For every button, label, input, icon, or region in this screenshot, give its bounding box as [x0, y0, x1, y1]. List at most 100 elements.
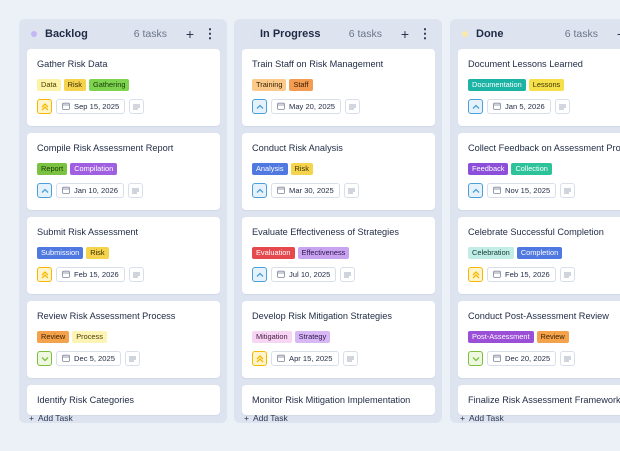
lines-icon[interactable] — [340, 267, 356, 282]
tag-badge: Risk — [86, 247, 109, 259]
priority-urgent-icon[interactable] — [252, 351, 267, 366]
due-date[interactable]: Jul 10, 2025 — [271, 267, 337, 282]
tag-list: Mitigation Strategy — [252, 331, 425, 343]
task-card[interactable]: Monitor Risk Mitigation Implementation — [242, 385, 435, 415]
card-title: Evaluate Effectiveness of Strategies — [252, 227, 399, 237]
tag-badge: Staff — [289, 79, 313, 91]
due-date[interactable]: May 20, 2025 — [271, 99, 342, 114]
card-title: Train Staff on Risk Management — [252, 59, 384, 69]
column-backlog: Backlog 6 tasks + ⋮ Gather Risk Data Data Risk… — [19, 19, 227, 423]
lines-icon[interactable] — [554, 99, 570, 114]
tag-list: Report Compilation — [37, 163, 210, 175]
task-card[interactable]: Identify Risk Categories — [27, 385, 220, 415]
status-dot-icon — [246, 31, 252, 37]
lines-icon[interactable] — [559, 267, 575, 282]
priority-high-icon[interactable] — [468, 99, 483, 114]
tag-badge: Review — [37, 331, 70, 343]
tag-badge: Mitigation — [252, 331, 292, 343]
tag-badge: Post-Assessment — [468, 331, 534, 343]
lines-icon[interactable] — [560, 351, 576, 366]
column-header: In Progress 6 tasks + ⋮ — [234, 19, 442, 49]
task-card[interactable]: Develop Risk Mitigation Strategies Mitiga… — [242, 301, 435, 378]
vertical-dots-icon[interactable]: ⋮ — [203, 26, 217, 41]
calendar-icon — [277, 354, 285, 364]
tag-list: Training Staff — [252, 79, 425, 91]
priority-high-icon[interactable] — [252, 267, 267, 282]
priority-urgent-icon[interactable] — [37, 99, 52, 114]
task-card[interactable]: Conduct Post-Assessment Review Post-Asses… — [458, 301, 620, 378]
plus-icon[interactable]: + — [614, 27, 620, 41]
tag-list: Celebration Completion — [468, 247, 620, 259]
add-task-button[interactable]: + Add Task — [460, 413, 504, 423]
tag-badge: Submission — [37, 247, 84, 259]
plus-icon[interactable]: + — [185, 26, 195, 42]
task-count: 6 tasks — [348, 28, 382, 40]
tag-badge: Documentation — [468, 79, 526, 91]
add-task-button[interactable]: + Add Task — [29, 413, 73, 423]
card-meta: Jan 5, 2026 — [468, 99, 620, 114]
column-title: In Progress — [260, 28, 321, 40]
due-date[interactable]: Feb 15, 2026 — [56, 267, 125, 282]
due-date[interactable]: Apr 15, 2025 — [271, 351, 339, 366]
priority-urgent-icon[interactable] — [468, 267, 483, 282]
tag-list: Data Risk Gathering — [37, 79, 210, 91]
lines-icon[interactable] — [127, 183, 143, 198]
card-meta: Dec 20, 2025 — [468, 351, 620, 366]
lines-icon[interactable] — [128, 267, 144, 282]
lines-icon[interactable] — [129, 99, 145, 114]
due-date-text: Feb 15, 2026 — [74, 270, 119, 279]
vertical-dots-icon[interactable]: ⋮ — [418, 26, 432, 41]
priority-high-icon[interactable] — [37, 183, 52, 198]
due-date[interactable]: Feb 15, 2026 — [487, 267, 556, 282]
tag-badge: Evaluation — [252, 247, 295, 259]
card-title: Collect Feedback on Assessment Process — [468, 143, 620, 153]
plus-icon: + — [29, 413, 34, 423]
lines-icon[interactable] — [124, 351, 140, 366]
task-card[interactable]: Compile Risk Assessment Report Report Comp… — [27, 133, 220, 210]
task-card[interactable]: Review Risk Assessment Process Review Proc… — [27, 301, 220, 378]
due-date[interactable]: Dec 5, 2025 — [56, 351, 121, 366]
add-task-button[interactable]: + Add Task — [244, 413, 288, 423]
due-date[interactable]: Jan 10, 2026 — [56, 183, 124, 198]
task-card[interactable]: Celebrate Successful Completion Celebrati… — [458, 217, 620, 294]
task-card[interactable]: Finalize Risk Assessment Framework — [458, 385, 620, 415]
tag-badge: Strategy — [294, 331, 331, 343]
priority-high-icon[interactable] — [252, 99, 267, 114]
lines-icon[interactable] — [342, 351, 358, 366]
due-date[interactable]: Mar 30, 2025 — [271, 183, 340, 198]
due-date[interactable]: Dec 20, 2025 — [487, 351, 557, 366]
priority-low-icon[interactable] — [37, 351, 52, 366]
priority-urgent-icon[interactable] — [37, 267, 52, 282]
due-date-text: Sep 15, 2025 — [74, 102, 120, 111]
tag-badge: Completion — [516, 247, 563, 259]
due-date[interactable]: Jan 5, 2026 — [487, 99, 551, 114]
due-date[interactable]: Nov 15, 2025 — [487, 183, 557, 198]
due-date[interactable]: Sep 15, 2025 — [56, 99, 126, 114]
priority-high-icon[interactable] — [252, 183, 267, 198]
priority-high-icon[interactable] — [468, 183, 483, 198]
due-date-text: Jan 10, 2026 — [74, 186, 118, 195]
task-card[interactable]: Gather Risk Data Data Risk Gathering Sep 15,… — [27, 49, 220, 126]
lines-icon[interactable] — [343, 183, 359, 198]
plus-icon[interactable]: + — [400, 26, 410, 42]
task-card[interactable]: Document Lessons Learned Documentation Les… — [458, 49, 620, 126]
priority-low-icon[interactable] — [468, 351, 483, 366]
task-card[interactable]: Submit Risk Assessment Submission Risk Feb … — [27, 217, 220, 294]
plus-icon: + — [244, 413, 249, 423]
calendar-icon — [493, 102, 501, 112]
task-card[interactable]: Collect Feedback on Assessment Process Fe… — [458, 133, 620, 210]
column-title: Backlog — [45, 28, 88, 40]
card-title: Identify Risk Categories — [37, 395, 135, 405]
tag-badge: Risk — [290, 163, 313, 175]
task-card[interactable]: Conduct Risk Analysis Analysis Risk Mar 30,… — [242, 133, 435, 210]
lines-icon[interactable] — [345, 99, 361, 114]
task-card[interactable]: Train Staff on Risk Management Training St… — [242, 49, 435, 126]
card-title: Gather Risk Data — [37, 59, 108, 69]
tag-list: Analysis Risk — [252, 163, 425, 175]
task-card[interactable]: Evaluate Effectiveness of Strategies Eval… — [242, 217, 435, 294]
card-meta: Mar 30, 2025 — [252, 183, 425, 198]
lines-icon[interactable] — [560, 183, 576, 198]
due-date-text: Dec 5, 2025 — [74, 354, 115, 363]
